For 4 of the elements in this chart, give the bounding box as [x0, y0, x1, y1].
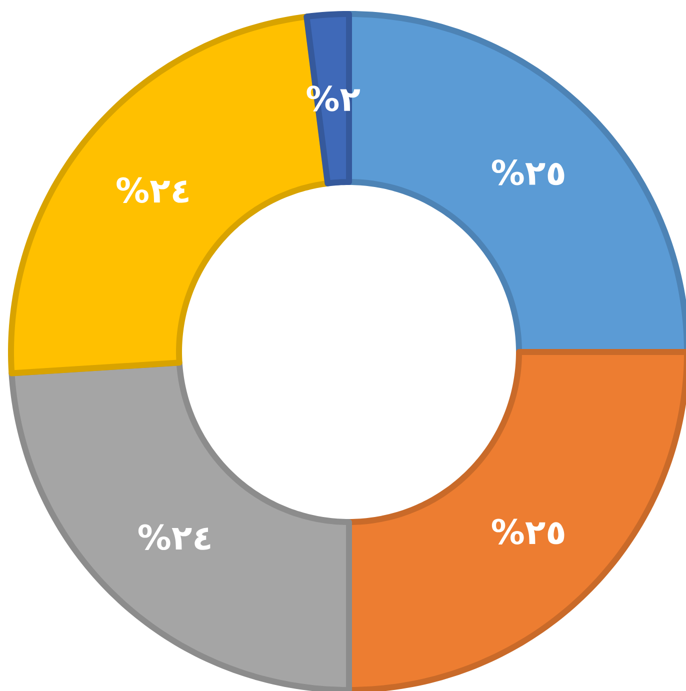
data-label: %٢٤ — [116, 177, 188, 203]
data-label: %٢٥ — [492, 518, 564, 544]
data-label: %٢٥ — [492, 160, 564, 186]
data-label: %٢٤ — [138, 524, 210, 550]
